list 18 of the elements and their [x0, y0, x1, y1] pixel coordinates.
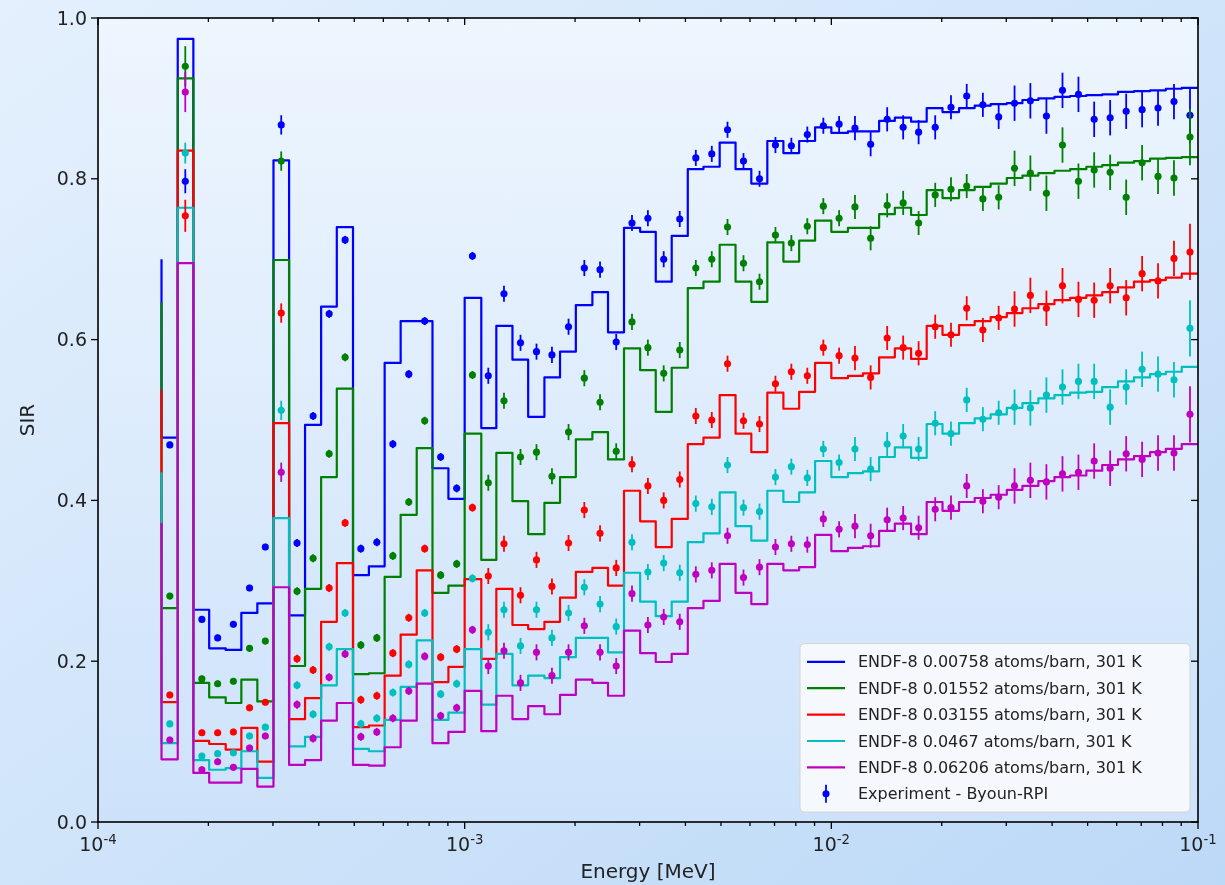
x-tick-label: 10$^{-1}$	[1179, 831, 1217, 855]
y-tick-label: 0.0	[56, 810, 87, 833]
x-axis-title: Energy [MeV]	[580, 859, 716, 883]
x-tick-label: 10$^{-2}$	[812, 831, 851, 855]
y-tick-label: 0.6	[56, 328, 87, 351]
legend-label: ENDF-8 0.06206 atoms/barn, 301 K	[858, 758, 1143, 777]
y-tick-label: 0.2	[56, 649, 87, 672]
legend-label: Experiment - Byoun-RPI	[858, 784, 1049, 804]
legend-label: ENDF-8 0.00758 atoms/barn, 301 K	[858, 652, 1143, 672]
y-axis-title: SIR	[15, 403, 39, 437]
x-tick-label: 10$^{-4}$	[79, 831, 117, 855]
y-tick-label: 1.0	[56, 6, 87, 29]
legend-label: ENDF-8 0.01552 atoms/barn, 301 K	[858, 678, 1143, 698]
y-tick-label: 0.4	[56, 489, 87, 512]
y-tick-label: 0.8	[56, 167, 87, 190]
legend-label: ENDF-8 0.0467 atoms/barn, 301 K	[858, 731, 1133, 751]
legend-label: ENDF-8 0.03155 atoms/barn, 301 K	[858, 705, 1143, 725]
x-tick-label: 10$^{-3}$	[445, 831, 484, 855]
